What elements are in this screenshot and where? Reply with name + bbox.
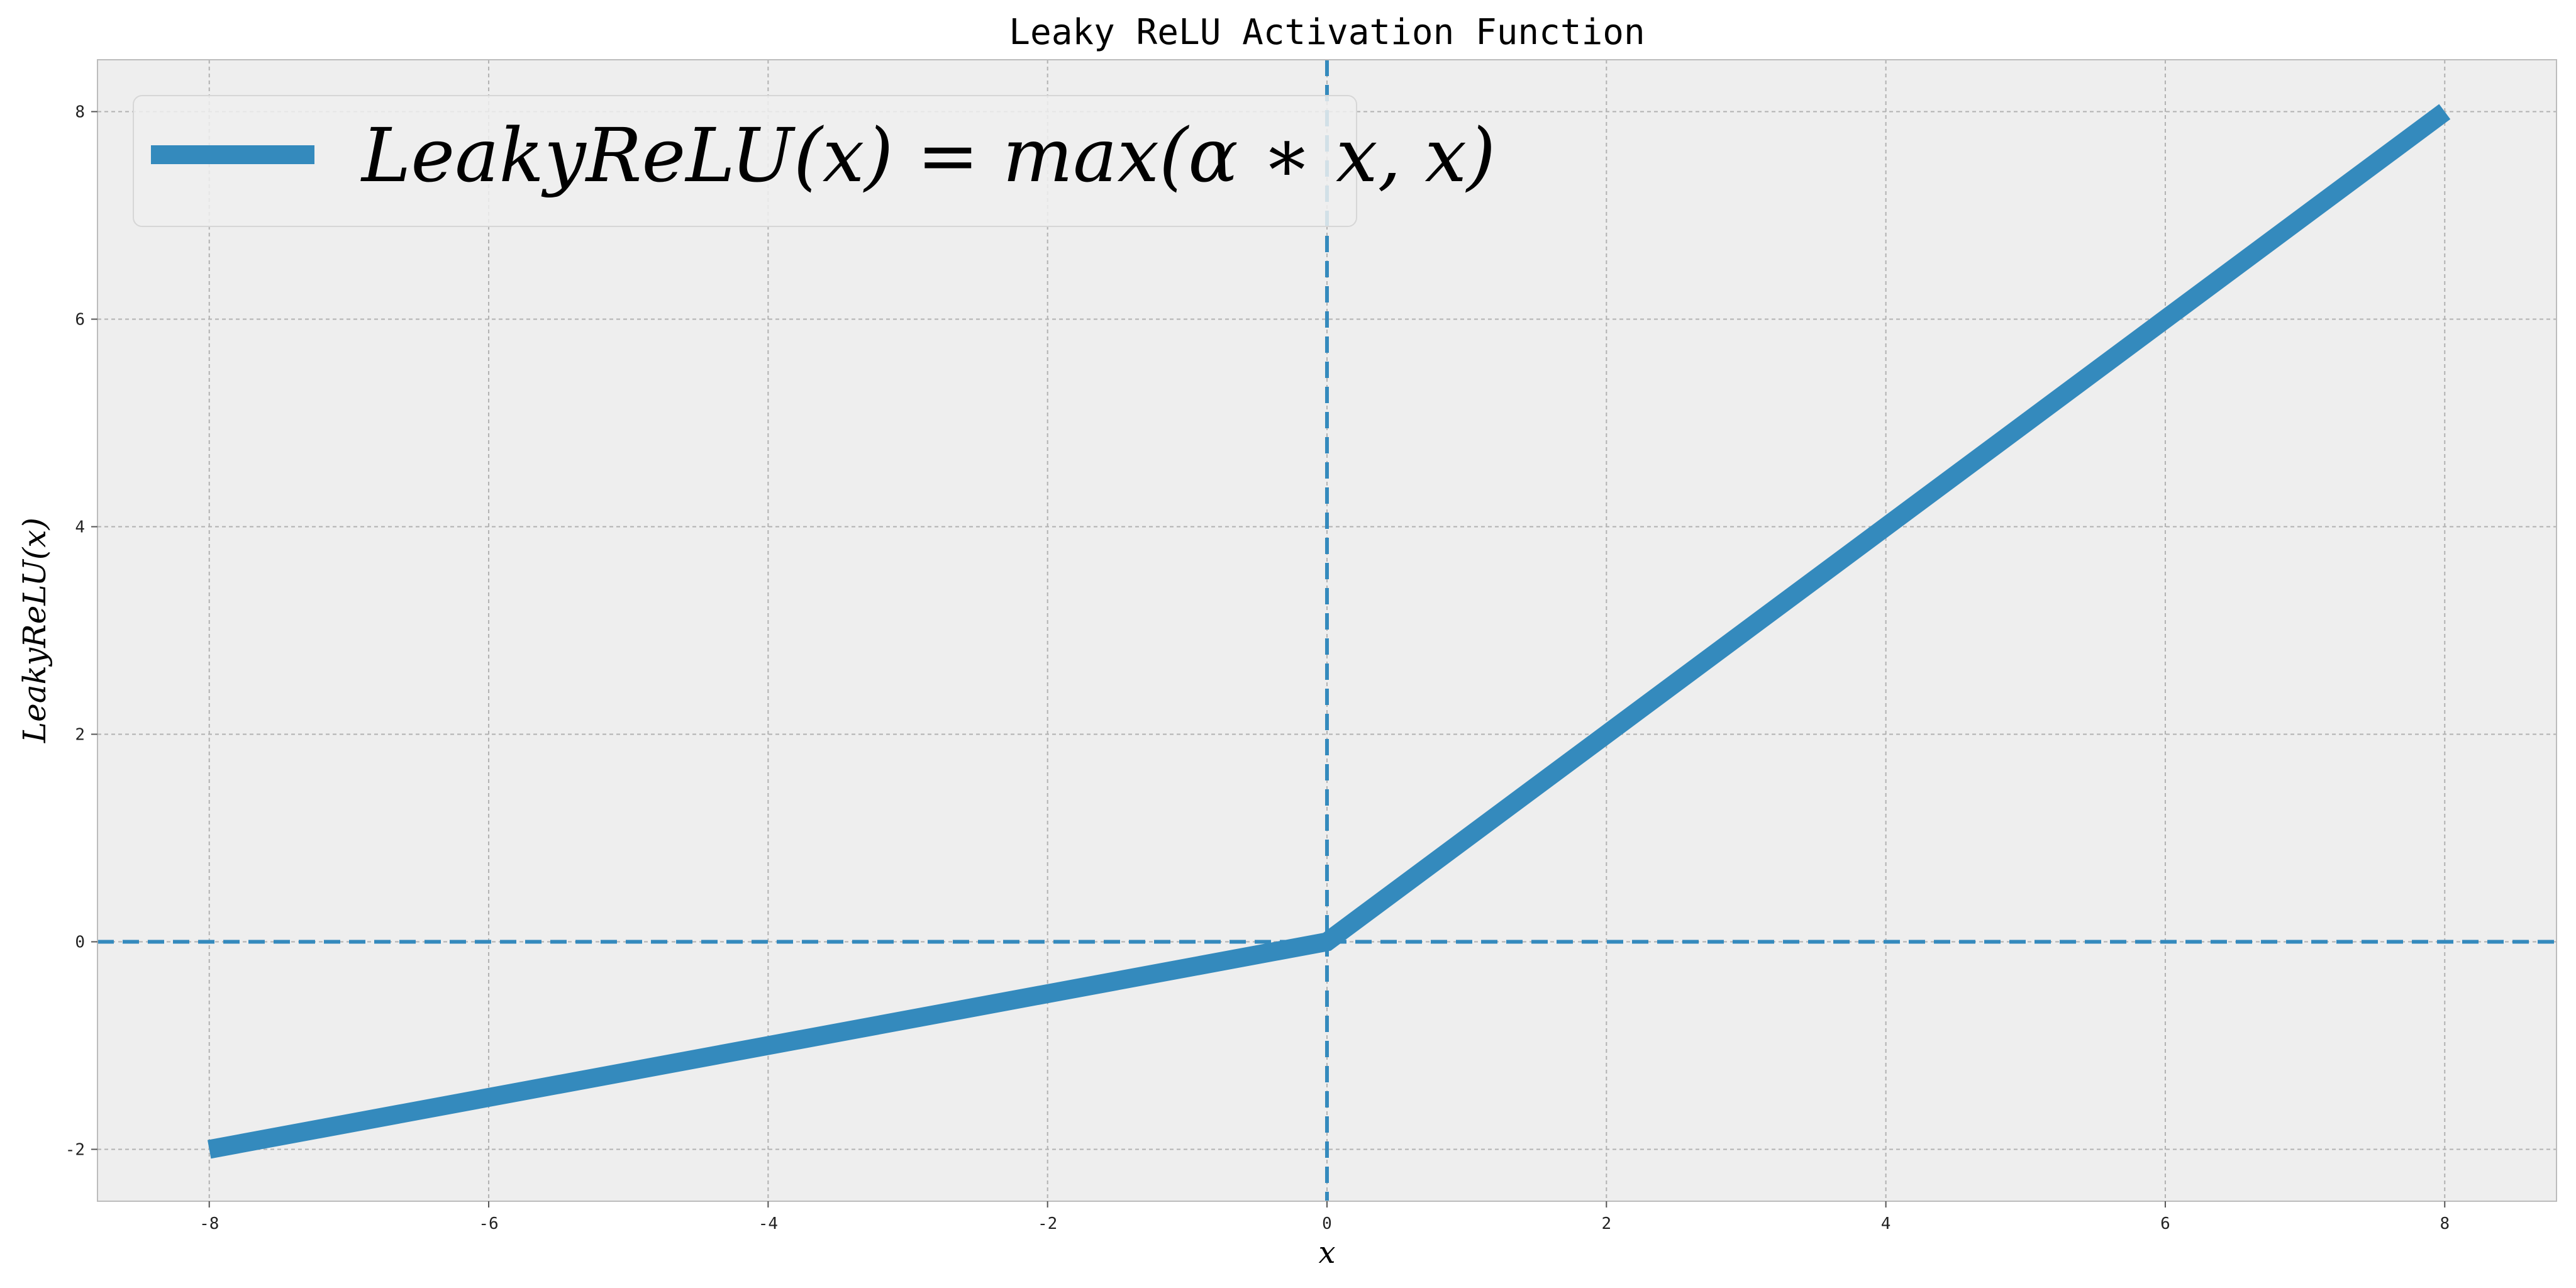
x-tick-label: -2 bbox=[1038, 1214, 1057, 1233]
legend-label: LeakyReLU(x) = max(α ∗ x, x) bbox=[360, 112, 1496, 199]
reference-lines bbox=[97, 60, 2557, 1201]
y-axis-label: LeakyReLU(x) bbox=[16, 518, 53, 743]
y-tick-label: -2 bbox=[65, 1141, 85, 1160]
legend: LeakyReLU(x) = max(α ∗ x, x) bbox=[133, 95, 1496, 227]
x-tick-label: 0 bbox=[1322, 1214, 1332, 1233]
x-tick-label: 4 bbox=[1881, 1214, 1891, 1233]
x-tick-label: 2 bbox=[1601, 1214, 1611, 1233]
y-tick-label: 0 bbox=[75, 933, 85, 952]
x-tick-label: -6 bbox=[479, 1214, 498, 1233]
x-tick-label: 6 bbox=[2160, 1214, 2170, 1233]
y-tick-label: 8 bbox=[75, 103, 85, 122]
x-axis-label: x bbox=[1318, 1235, 1335, 1270]
series-line bbox=[207, 104, 2451, 1159]
chart-title: Leaky ReLU Activation Function bbox=[1009, 12, 1645, 53]
series-layer bbox=[207, 104, 2451, 1159]
legend-box bbox=[133, 95, 1357, 227]
x-tick-label: -4 bbox=[758, 1214, 778, 1233]
tick-layer: -8 -6 -4 -2 0 2 4 6 8 -2 0 2 4 6 8 bbox=[65, 103, 2450, 1234]
x-tick-label: 8 bbox=[2440, 1214, 2450, 1233]
x-tick-label: -8 bbox=[199, 1214, 219, 1233]
y-tick-label: 6 bbox=[75, 311, 85, 330]
y-tick-label: 4 bbox=[75, 518, 85, 537]
y-tick-label: 2 bbox=[75, 726, 85, 745]
